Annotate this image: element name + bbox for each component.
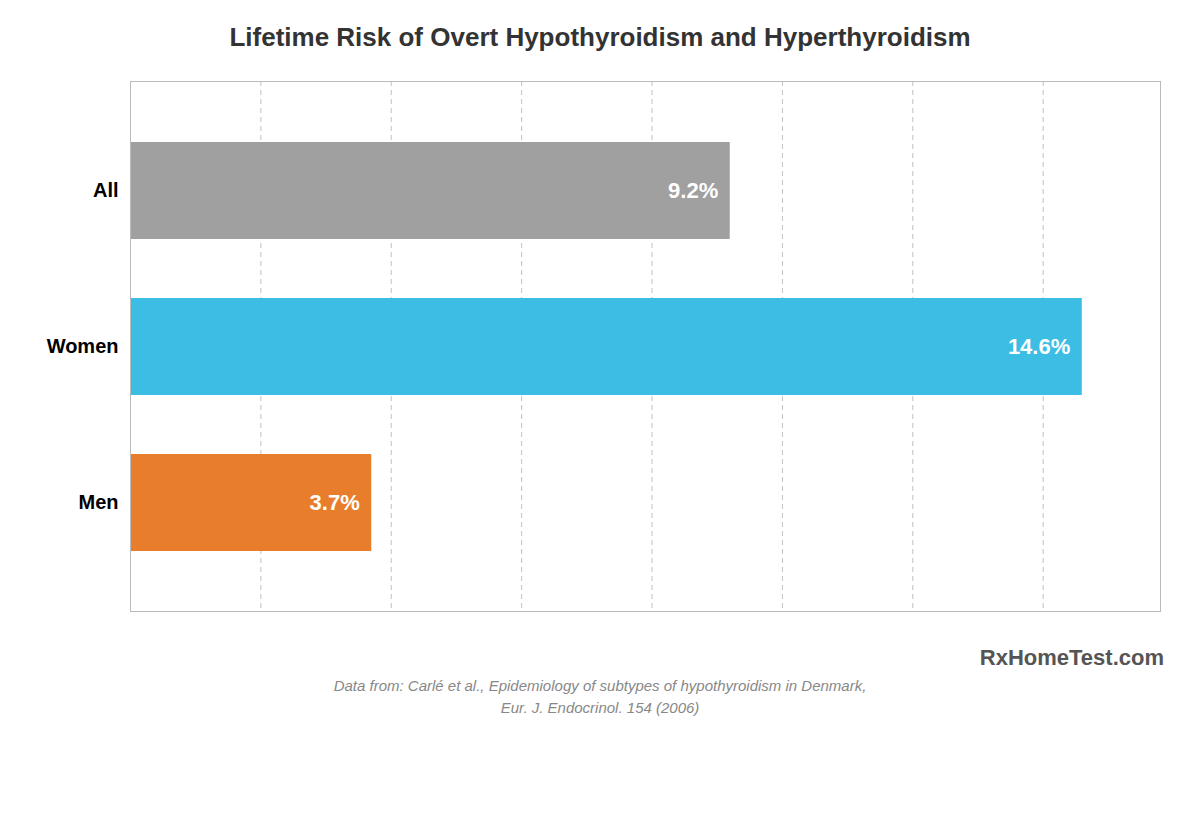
svg-text:All: All (93, 179, 119, 201)
html-text:Lifetime Risk of Overt Hypothy: Lifetime Risk of Overt Hypothyroidism an… (229, 22, 971, 52)
svg-text:Women: Women (47, 335, 119, 357)
svg-text:14.6%: 14.6% (1008, 334, 1070, 359)
svg-text:Men: Men (79, 491, 119, 513)
svg-text:3.7%: 3.7% (310, 490, 360, 515)
svg-text:9.2%: 9.2% (668, 178, 718, 203)
html-text:RxHomeTest.com: RxHomeTest.com (979, 645, 1164, 670)
html-text:Eur. J. Endocrinol. 154 (2006): Eur. J. Endocrinol. 154 (2006) (500, 699, 700, 716)
html-text:Data from: Carlé et al., Epide: Data from: Carlé et al., Epidemiology of… (333, 677, 867, 694)
